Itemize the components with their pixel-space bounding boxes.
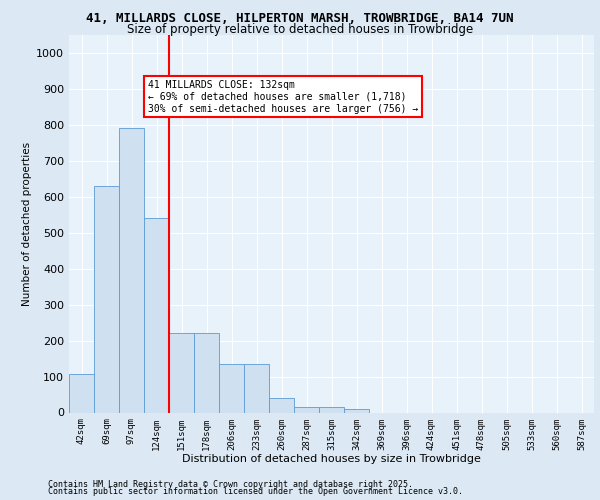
Bar — [294, 407, 319, 412]
X-axis label: Distribution of detached houses by size in Trowbridge: Distribution of detached houses by size … — [182, 454, 481, 464]
Text: 41, MILLARDS CLOSE, HILPERTON MARSH, TROWBRIDGE, BA14 7UN: 41, MILLARDS CLOSE, HILPERTON MARSH, TRO… — [86, 12, 514, 26]
Bar — [269, 398, 294, 412]
Text: 41 MILLARDS CLOSE: 132sqm
← 69% of detached houses are smaller (1,718)
30% of se: 41 MILLARDS CLOSE: 132sqm ← 69% of detac… — [148, 80, 418, 114]
Bar — [144, 218, 169, 412]
Bar — [94, 186, 119, 412]
Text: Contains public sector information licensed under the Open Government Licence v3: Contains public sector information licen… — [48, 487, 463, 496]
Text: Contains HM Land Registry data © Crown copyright and database right 2025.: Contains HM Land Registry data © Crown c… — [48, 480, 413, 489]
Bar — [69, 374, 94, 412]
Bar — [194, 332, 219, 412]
Y-axis label: Number of detached properties: Number of detached properties — [22, 142, 32, 306]
Bar — [244, 364, 269, 412]
Bar — [219, 364, 244, 412]
Bar — [319, 407, 344, 412]
Bar — [169, 332, 194, 412]
Bar — [119, 128, 144, 412]
Bar — [344, 409, 369, 412]
Text: Size of property relative to detached houses in Trowbridge: Size of property relative to detached ho… — [127, 22, 473, 36]
